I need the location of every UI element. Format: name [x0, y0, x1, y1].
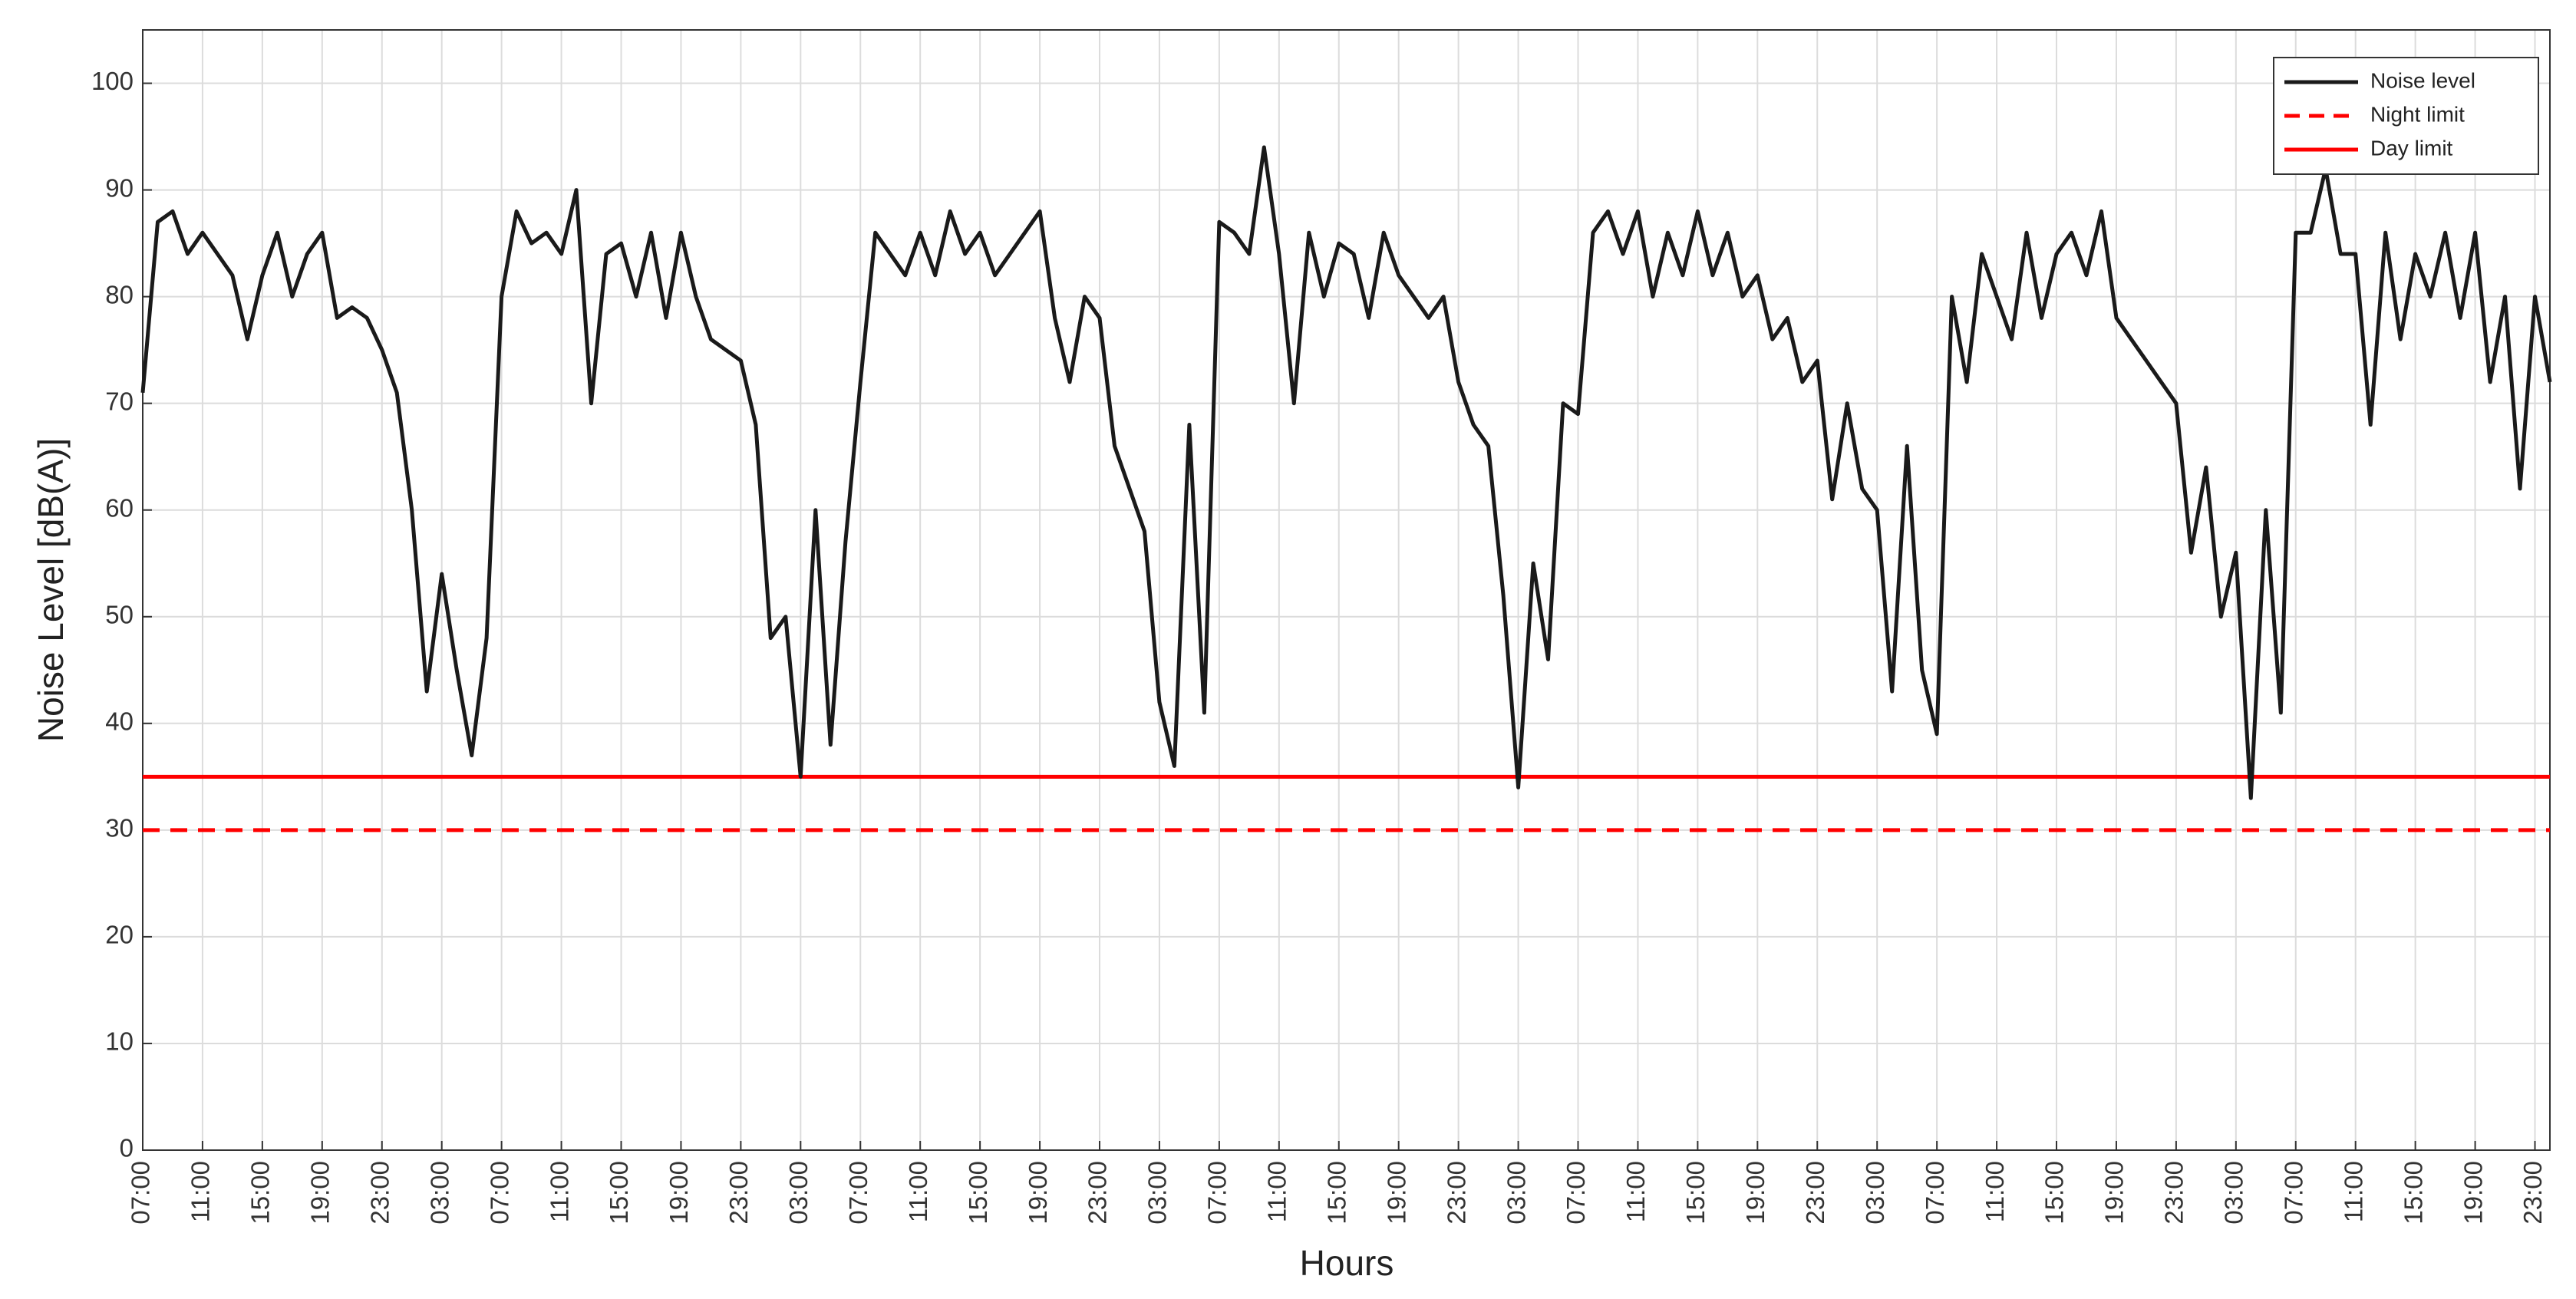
x-tick-label: 23:00	[724, 1161, 753, 1225]
x-tick-label: 15:00	[964, 1161, 992, 1225]
x-tick-label: 11:00	[1263, 1161, 1291, 1222]
x-tick-label: 19:00	[2459, 1161, 2487, 1225]
noise-line	[140, 145, 2552, 800]
legend-label: Night limit	[2370, 102, 2465, 126]
x-tick-label: 03:00	[784, 1161, 813, 1225]
x-tick-label: 03:00	[1502, 1161, 1530, 1225]
x-tick-label: 19:00	[1741, 1161, 1770, 1225]
x-tick-label: 23:00	[1442, 1161, 1470, 1225]
y-tick-label: 80	[105, 280, 134, 308]
x-tick-label: 23:00	[365, 1161, 394, 1225]
y-tick-label: 70	[105, 387, 134, 415]
legend-label: Day limit	[2370, 136, 2453, 160]
x-tick-label: 23:00	[1084, 1161, 1112, 1225]
x-tick-label: 15:00	[2040, 1161, 2069, 1225]
y-tick-label: 0	[120, 1134, 134, 1162]
x-tick-label: 11:00	[1621, 1161, 1650, 1222]
x-tick-label: 03:00	[2220, 1161, 2248, 1225]
y-tick-label: 40	[105, 707, 134, 736]
x-tick-label: 07:00	[1203, 1161, 1232, 1225]
x-tick-label: 15:00	[1322, 1161, 1351, 1225]
legend: Noise level Night limit Day limit	[2273, 57, 2539, 175]
x-tick-label: 11:00	[904, 1161, 932, 1222]
x-tick-label: 15:00	[246, 1161, 275, 1225]
x-tick-label: 19:00	[1382, 1161, 1410, 1225]
x-axis-label: Hours	[1300, 1243, 1394, 1283]
y-tick-label: 90	[105, 173, 134, 202]
y-tick-label: 50	[105, 600, 134, 628]
x-tick-label: 15:00	[1681, 1161, 1710, 1225]
x-tick-label: 03:00	[1861, 1161, 1889, 1225]
x-tick-label: 23:00	[1801, 1161, 1829, 1225]
y-tick-label: 60	[105, 493, 134, 522]
x-tick-label: 11:00	[2339, 1161, 2367, 1222]
x-tick-label: 03:00	[1143, 1161, 1172, 1225]
legend-label: Noise level	[2370, 68, 2475, 92]
x-tick-label: 19:00	[306, 1161, 335, 1225]
x-tick-label: 11:00	[1981, 1161, 2009, 1222]
x-tick-label: 07:00	[844, 1161, 872, 1225]
x-tick-label: 07:00	[1562, 1161, 1590, 1225]
x-tick-label: 19:00	[665, 1161, 693, 1225]
x-tick-label: 23:00	[2518, 1161, 2547, 1225]
x-tick-label: 07:00	[1921, 1161, 1949, 1225]
y-tick-label: 30	[105, 814, 134, 842]
y-tick-label: 100	[91, 67, 134, 95]
x-tick-label: 03:00	[425, 1161, 454, 1225]
x-tick-label: 15:00	[605, 1161, 633, 1225]
x-tick-label: 07:00	[485, 1161, 513, 1225]
x-tick-label: 19:00	[2100, 1161, 2129, 1225]
x-tick-label: 23:00	[2160, 1161, 2188, 1225]
y-axis-label: Noise Level [dB(A)]	[31, 438, 71, 742]
plot-frame	[142, 29, 2551, 1151]
x-tick-label: 07:00	[2279, 1161, 2307, 1225]
x-tick-label: 19:00	[1024, 1161, 1052, 1225]
y-tick-label: 20	[105, 921, 134, 949]
x-tick-label: 15:00	[2399, 1161, 2427, 1225]
x-tick-label: 11:00	[186, 1161, 215, 1222]
x-tick-label: 07:00	[127, 1161, 155, 1225]
y-tick-label: 10	[105, 1027, 134, 1056]
x-tick-label: 11:00	[545, 1161, 573, 1222]
